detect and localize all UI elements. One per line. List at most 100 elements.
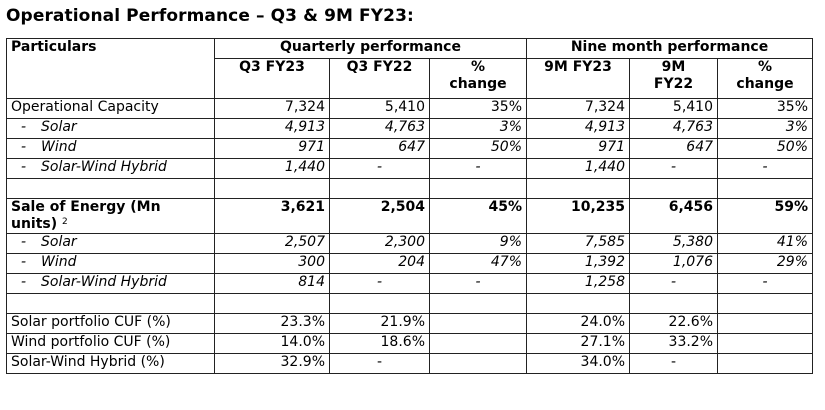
row-label-text: Solar-Wind Hybrid <box>41 159 167 176</box>
cell-9mfy22: 6,456 <box>629 198 719 234</box>
table-row: Solar-Wind Hybrid (%) 32.9% - 34.0% - <box>6 353 814 374</box>
row-label: - Solar <box>6 233 215 254</box>
table-row: Solar portfolio CUF (%) 23.3% 21.9% 24.0… <box>6 313 814 334</box>
cell-m-change: 35% <box>717 98 814 119</box>
row-label: - Solar <box>6 118 215 139</box>
cell-q3fy22: - <box>329 353 430 374</box>
spacer-row <box>6 178 814 199</box>
row-label-text: Wind <box>41 139 77 156</box>
cell-q3fy23: 971 <box>214 138 330 159</box>
cell-m-change <box>717 333 814 354</box>
cell-q-change: 35% <box>428 98 528 119</box>
cell-9mfy23: 1,440 <box>526 158 631 179</box>
header-m-pct-change: % change <box>717 58 814 99</box>
cell-q3fy23: 3,621 <box>214 198 330 234</box>
footnote-marker: 2 <box>62 217 68 227</box>
header-q3fy23: Q3 FY23 <box>214 58 330 99</box>
table-row: - Solar-Wind Hybrid 814 - - 1,258 - - <box>6 273 814 294</box>
cell-9mfy23: 4,913 <box>526 118 631 139</box>
header-pct-line1: % <box>758 59 773 76</box>
header-quarterly: Quarterly performance <box>213 38 528 59</box>
table-row: - Wind 300 204 47% 1,392 1,076 29% <box>6 253 814 274</box>
cell-q3fy23: 14.0% <box>214 333 330 354</box>
cell-9mfy23: 971 <box>526 138 631 159</box>
cell-m-change: 41% <box>717 233 814 254</box>
row-label: Operational Capacity <box>6 98 215 119</box>
header-row-1: Particulars Quarterly performance Nine m… <box>6 38 814 99</box>
cell-q-change: - <box>428 158 528 179</box>
cell-q-change <box>428 313 528 334</box>
cell-q3fy22: 5,410 <box>329 98 430 119</box>
cell-q3fy23: 23.3% <box>214 313 330 334</box>
cell-9mfy22: 22.6% <box>629 313 719 334</box>
row-label: - Wind <box>6 138 215 159</box>
cell-q3fy23: 300 <box>214 253 330 274</box>
cell-q3fy23: 1,440 <box>214 158 330 179</box>
cell-9mfy22: 5,410 <box>629 98 719 119</box>
cell-q3fy22: 647 <box>329 138 430 159</box>
table-row: - Wind 971 647 50% 971 647 50% <box>6 138 814 159</box>
cell-m-change: 59% <box>717 198 814 234</box>
cell-q-change: - <box>428 273 528 294</box>
cell-q3fy22: 2,300 <box>329 233 430 254</box>
cell-q3fy23: 7,324 <box>214 98 330 119</box>
header-ninemonth: Nine month performance <box>526 38 814 59</box>
row-dash: - <box>21 139 27 156</box>
cell-9mfy23: 27.1% <box>526 333 631 354</box>
row-label: Solar-Wind Hybrid (%) <box>6 353 215 374</box>
spacer-row <box>6 293 814 314</box>
cell-q-change: 47% <box>428 253 528 274</box>
row-dash: - <box>21 254 27 271</box>
header-change-line2: change <box>736 76 794 92</box>
cell-q-change: 9% <box>428 233 528 254</box>
row-label: - Solar-Wind Hybrid <box>6 158 215 179</box>
cell-q3fy23: 814 <box>214 273 330 294</box>
cell-9mfy23: 1,392 <box>526 253 631 274</box>
row-dash: - <box>21 119 27 136</box>
row-label-line2: units) <box>11 216 58 232</box>
cell-9mfy23: 34.0% <box>526 353 631 374</box>
header-q-pct-change: % change <box>428 58 528 99</box>
cell-q3fy22: 204 <box>329 253 430 274</box>
cell-m-change <box>717 313 814 334</box>
header-change-line2: change <box>449 76 507 92</box>
row-label: Wind portfolio CUF (%) <box>6 333 215 354</box>
cell-m-change: 3% <box>717 118 814 139</box>
table-row: - Solar 2,507 2,300 9% 7,585 5,380 41% <box>6 233 814 254</box>
operational-performance-table: Particulars Quarterly performance Nine m… <box>6 38 814 374</box>
row-label: - Solar-Wind Hybrid <box>6 273 215 294</box>
cell-q3fy23: 2,507 <box>214 233 330 254</box>
row-label-text: Solar <box>41 234 77 251</box>
cell-9mfy22: 4,763 <box>629 118 719 139</box>
header-q3fy22: Q3 FY22 <box>329 58 430 99</box>
cell-q-change <box>428 353 528 374</box>
row-dash: - <box>21 159 27 176</box>
header-pct-line1: % <box>470 59 486 76</box>
table-row: Sale of Energy (Mn units) 2 3,621 2,504 4… <box>6 198 814 234</box>
header-fy22-line2: FY22 <box>653 76 694 92</box>
cell-9mfy23: 7,585 <box>526 233 631 254</box>
cell-q-change: 3% <box>428 118 528 139</box>
cell-9mfy22: - <box>629 273 719 294</box>
row-dash: - <box>21 274 27 291</box>
row-label: Solar portfolio CUF (%) <box>6 313 215 334</box>
cell-q3fy22: 18.6% <box>329 333 430 354</box>
cell-9mfy23: 10,235 <box>526 198 631 234</box>
cell-9mfy23: 1,258 <box>526 273 631 294</box>
cell-9mfy22: 5,380 <box>629 233 719 254</box>
header-9mfy22: 9M FY22 <box>629 58 719 99</box>
table-row: - Solar-Wind Hybrid 1,440 - - 1,440 - - <box>6 158 814 179</box>
row-label-text: Wind <box>41 254 77 271</box>
cell-9mfy22: 647 <box>629 138 719 159</box>
row-label-text: Solar <box>41 119 77 136</box>
cell-m-change: 50% <box>717 138 814 159</box>
cell-q3fy22: - <box>329 158 430 179</box>
cell-q-change <box>428 333 528 354</box>
row-label: - Wind <box>6 253 215 274</box>
cell-q-change: 45% <box>428 198 528 234</box>
row-label-line1: Sale of Energy (Mn <box>11 199 161 216</box>
cell-9mfy23: 7,324 <box>526 98 631 119</box>
cell-m-change: - <box>717 158 814 179</box>
cell-9mfy22: - <box>629 158 719 179</box>
cell-m-change: 29% <box>717 253 814 274</box>
